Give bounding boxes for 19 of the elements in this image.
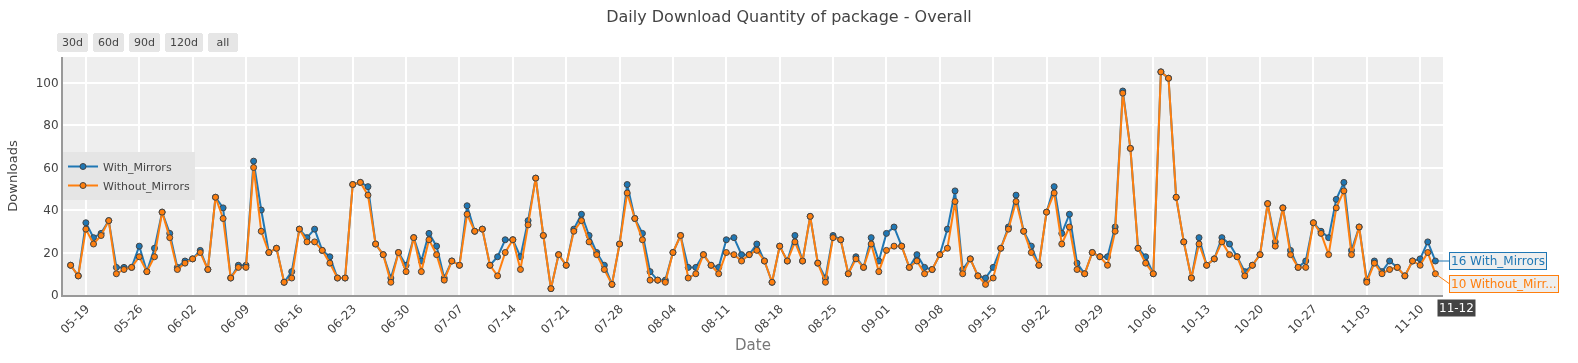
- legend-label: Without_Mirrors: [103, 179, 190, 193]
- y-tick-label: 0: [50, 288, 59, 303]
- y-tick-label: 40: [43, 203, 59, 218]
- y-tick-label: 20: [43, 245, 59, 260]
- text: all: [216, 35, 230, 49]
- x-axis-title: Date: [735, 336, 771, 355]
- text: 60d: [97, 35, 119, 49]
- text: 120d: [169, 35, 198, 49]
- y-tick-label: 60: [43, 160, 59, 175]
- text: 90d: [133, 35, 155, 49]
- text: 11-12: [1439, 301, 1474, 315]
- legend-label: With_Mirrors: [103, 160, 172, 174]
- y-axis-title: Downloads: [5, 140, 21, 212]
- annotation: 16 With_Mirrors: [1451, 254, 1545, 268]
- y-tick-label: 100: [35, 75, 59, 90]
- chart-title: Daily Download Quantity of package - Overall: [606, 7, 972, 27]
- text: 30d: [62, 35, 83, 49]
- annotation: 10 Without_Mirr...: [1451, 277, 1557, 291]
- y-tick-label: 80: [43, 118, 59, 133]
